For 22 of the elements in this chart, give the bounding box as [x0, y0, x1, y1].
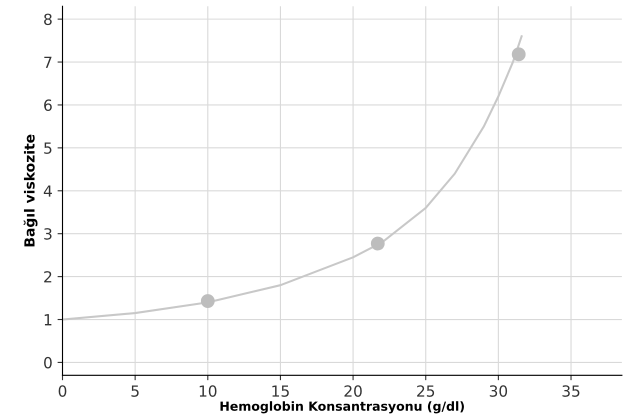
- x-tick-label: 15: [272, 385, 289, 397]
- y-tick-label: 1: [44, 314, 52, 326]
- x-tick-label: 25: [417, 385, 434, 397]
- point: [512, 47, 526, 62]
- y-tick-label: 4: [44, 185, 52, 197]
- x-axis-title: Hemoglobin Konsantrasyonu (g/dl): [220, 401, 464, 414]
- y-tick-label: 7: [44, 56, 52, 68]
- x-tick-label: 0: [58, 385, 66, 397]
- y-tick-label: 0: [44, 356, 52, 368]
- x-tick-label: 30: [490, 385, 508, 397]
- y-tick-label: 6: [44, 99, 52, 111]
- y-tick-label: 5: [44, 142, 52, 154]
- x-tick-label: 20: [344, 385, 362, 397]
- point: [370, 236, 385, 250]
- x-tick-label: 35: [562, 385, 580, 397]
- x-tick-label: 10: [200, 385, 216, 397]
- x-tick-label: 5: [131, 385, 139, 397]
- y-tick-label: 3: [44, 228, 52, 240]
- point: [200, 294, 215, 308]
- y-axis-title: Bağıl viskozite: [24, 134, 38, 246]
- y-tick-label: 8: [44, 14, 52, 26]
- y-tick-label: 2: [44, 271, 52, 282]
